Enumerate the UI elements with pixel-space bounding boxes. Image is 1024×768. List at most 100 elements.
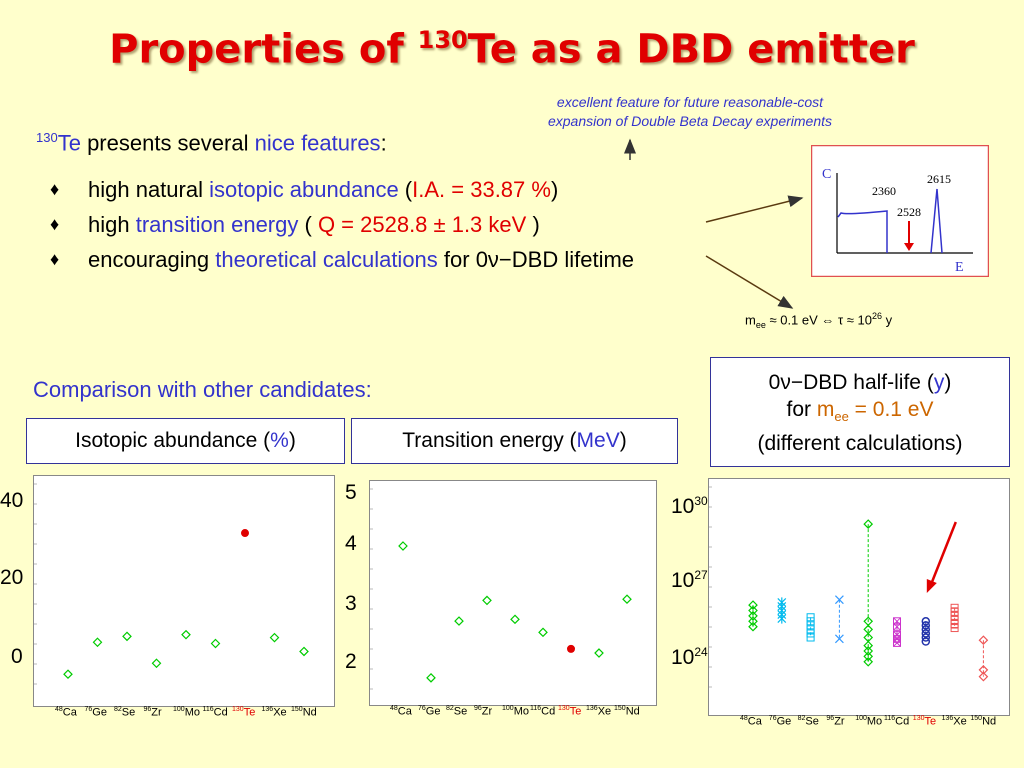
data-point	[454, 616, 464, 626]
data-point	[777, 597, 787, 608]
x-tick-label: 96Zr	[474, 705, 493, 718]
data-point	[950, 615, 959, 624]
data-point	[748, 616, 758, 627]
data-point	[806, 621, 815, 630]
data-point	[921, 625, 931, 634]
data-point	[950, 611, 959, 620]
data-point	[806, 613, 815, 622]
abundance-ytick: 40	[0, 489, 24, 512]
halflife-ytick: 1030	[671, 494, 708, 518]
data-point	[834, 595, 844, 605]
x-tick-label: 76Ge	[84, 706, 107, 719]
data-point	[978, 665, 989, 675]
data-point	[806, 617, 815, 626]
data-point	[269, 632, 280, 643]
te-highlight-arrow	[929, 521, 957, 586]
mee-lifetime-note: mee ≈ 0.1 eV ⇔ τ ≈ 1026 y	[745, 311, 893, 330]
feature-item: ♦ encouraging theoretical calculations fo…	[50, 247, 635, 272]
x-tick-label: 48Ca	[740, 715, 762, 728]
data-point	[834, 634, 844, 644]
data-point	[863, 624, 874, 635]
x-tick-label: 130Te	[912, 715, 937, 728]
halflife-ytick: 1027	[671, 568, 708, 592]
data-point	[863, 616, 874, 627]
x-tick-label: 116Cd	[202, 706, 228, 719]
energy-ytick: 4	[345, 532, 357, 555]
data-point-highlight	[567, 644, 575, 653]
data-point	[921, 633, 931, 642]
data-point	[978, 671, 989, 682]
spectrum-axis-c: C	[822, 167, 831, 182]
slide-title: Properties of 130Te as a DBD emitter	[109, 26, 915, 73]
data-point	[622, 594, 632, 605]
x-tick-label: 100Mo	[502, 705, 529, 718]
data-point	[210, 638, 221, 649]
data-point	[921, 617, 931, 626]
data-point	[863, 640, 874, 651]
spectrum-label-2528: 2528	[897, 205, 921, 219]
x-tick-label: 48Ca	[55, 706, 77, 719]
data-point	[122, 631, 132, 642]
data-point	[806, 633, 815, 642]
data-point	[863, 519, 874, 529]
energy-ytick: 2	[345, 650, 357, 673]
data-point	[151, 658, 162, 669]
data-point	[950, 607, 959, 616]
intro-line: 130Te presents several nice features:	[36, 130, 387, 156]
data-point	[806, 625, 815, 634]
abundance-ytick: 20	[0, 566, 24, 589]
x-tick-label: 96Zr	[826, 715, 845, 728]
halflife-box-label: 0ν−DBD half-life (y) for mee = 0.1 eV (d…	[710, 357, 1010, 467]
feature-item: ♦ high natural isotopic abundance (I.A. =…	[50, 177, 559, 202]
energy-ytick: 3	[345, 592, 357, 615]
comparison-heading: Comparison with other candidates:	[33, 377, 372, 402]
x-tick-label: 130Te	[558, 705, 582, 718]
x-tick-label: 130Te	[232, 706, 256, 719]
x-tick-label: 82Se	[797, 715, 819, 728]
arrow-to-spectrum	[705, 195, 804, 223]
x-tick-label: 96Zr	[143, 706, 162, 719]
data-point	[863, 656, 874, 667]
data-point	[921, 621, 931, 630]
x-tick-label: 82Se	[446, 705, 468, 718]
spectrum-inset: C E 2360 2615 2528	[811, 145, 989, 277]
x-tick-label: 48Ca	[390, 705, 412, 718]
data-point	[893, 617, 901, 626]
x-tick-label: 82Se	[114, 706, 136, 719]
abundance-ytick: 0	[11, 645, 23, 668]
spectrum-label-2360: 2360	[872, 184, 896, 198]
halflife-chart	[708, 478, 1010, 716]
x-tick-label: 150Nd	[614, 705, 640, 718]
data-point-highlight	[241, 529, 249, 538]
data-point	[950, 603, 959, 612]
spectrum-label-2615: 2615	[927, 172, 951, 186]
x-tick-label: 76Ge	[768, 715, 792, 728]
data-point	[863, 651, 874, 662]
data-point	[299, 646, 309, 657]
energy-box-label: Transition energy (MeV)	[351, 418, 678, 464]
data-point	[893, 630, 901, 639]
data-point	[921, 637, 931, 646]
abundance-chart	[33, 475, 335, 707]
energy-chart	[369, 480, 657, 706]
data-point	[806, 629, 815, 638]
x-tick-label: 100Mo	[173, 706, 200, 719]
data-point	[950, 620, 959, 628]
data-point	[748, 611, 758, 621]
data-point	[510, 614, 520, 625]
arrow-to-lifetime	[705, 255, 794, 309]
x-tick-label: 76Ge	[418, 705, 441, 718]
x-tick-label: 136Xe	[941, 715, 967, 728]
feature-note: excellent feature for future reasonable-…	[547, 94, 833, 129]
data-point	[921, 629, 931, 638]
data-point	[748, 600, 758, 610]
data-point	[863, 632, 874, 643]
x-tick-label: 116Cd	[884, 715, 910, 728]
feature-item: ♦ high transition energy ( Q = 2528.8 ± 1…	[50, 212, 540, 237]
x-tick-label: 136Xe	[261, 706, 287, 719]
te-highlight-arrowhead	[926, 579, 937, 593]
x-tick-label: 150Nd	[970, 715, 997, 728]
feature-list: ♦ high natural isotopic abundance (I.A. =…	[50, 172, 634, 277]
data-point	[594, 648, 604, 658]
